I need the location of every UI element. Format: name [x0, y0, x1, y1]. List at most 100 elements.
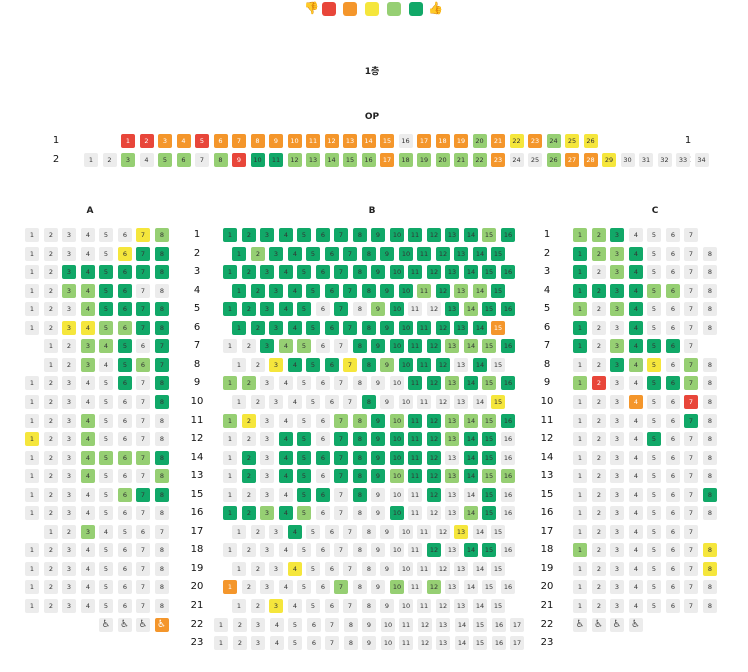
- seat-b[interactable]: 3: [260, 414, 274, 428]
- seat-b[interactable]: 2: [251, 562, 265, 576]
- seat-b[interactable]: 3: [251, 618, 265, 632]
- seat-b[interactable]: 11: [417, 358, 431, 372]
- seat-c[interactable]: 8: [703, 580, 717, 594]
- seat-a[interactable]: 5: [99, 414, 113, 428]
- seat-c[interactable]: 3: [610, 395, 624, 409]
- seat-b[interactable]: 12: [436, 247, 450, 261]
- seat-b[interactable]: 13: [445, 543, 459, 557]
- seat-b[interactable]: 6: [316, 265, 330, 279]
- seat-b[interactable]: 9: [362, 618, 376, 632]
- seat-c[interactable]: 1: [573, 599, 587, 613]
- seat-b[interactable]: 9: [371, 580, 385, 594]
- seat-c[interactable]: 6: [666, 525, 680, 539]
- seat-b[interactable]: 8: [362, 321, 376, 335]
- seat-a[interactable]: 2: [62, 358, 76, 372]
- seat-b[interactable]: 6: [325, 599, 339, 613]
- op-seat[interactable]: 9: [269, 134, 283, 148]
- seat-a[interactable]: 2: [44, 543, 58, 557]
- seat-a[interactable]: 7: [136, 376, 150, 390]
- seat-c[interactable]: 8: [703, 599, 717, 613]
- seat-a[interactable]: 1: [25, 451, 39, 465]
- seat-c[interactable]: 2: [592, 395, 606, 409]
- seat-b[interactable]: 15: [482, 432, 496, 446]
- seat-a[interactable]: 6: [118, 488, 132, 502]
- seat-b[interactable]: 7: [334, 469, 348, 483]
- seat-a[interactable]: 5: [99, 376, 113, 390]
- seat-b[interactable]: 6: [325, 247, 339, 261]
- seat-b[interactable]: 14: [464, 432, 478, 446]
- seat-b[interactable]: 1: [232, 247, 246, 261]
- seat-b[interactable]: 4: [288, 562, 302, 576]
- seat-b[interactable]: 1: [223, 265, 237, 279]
- seat-b[interactable]: 1: [223, 543, 237, 557]
- seat-b[interactable]: 6: [316, 376, 330, 390]
- seat-b[interactable]: 5: [306, 395, 320, 409]
- seat-a[interactable]: 8: [155, 228, 169, 242]
- seat-b[interactable]: 11: [417, 395, 431, 409]
- seat-a[interactable]: 2: [44, 376, 58, 390]
- seat-b[interactable]: 5: [297, 451, 311, 465]
- seat-b[interactable]: 4: [279, 506, 293, 520]
- seat-b[interactable]: 6: [325, 562, 339, 576]
- seat-b[interactable]: 8: [362, 247, 376, 261]
- seat-b[interactable]: 6: [316, 469, 330, 483]
- seat-b[interactable]: 9: [371, 432, 385, 446]
- seat-c[interactable]: 4: [629, 506, 643, 520]
- seat-c[interactable]: 6: [666, 247, 680, 261]
- seat-b[interactable]: 10: [390, 302, 404, 316]
- seat-b[interactable]: 9: [371, 339, 385, 353]
- op-seat[interactable]: 8: [213, 153, 228, 167]
- seat-c[interactable]: 8: [703, 321, 717, 335]
- seat-b[interactable]: 2: [242, 451, 256, 465]
- seat-a[interactable]: 3: [62, 506, 76, 520]
- seat-b[interactable]: 3: [260, 543, 274, 557]
- seat-a[interactable]: 2: [62, 525, 76, 539]
- seat-b[interactable]: 14: [464, 228, 478, 242]
- seat-b[interactable]: 11: [408, 543, 422, 557]
- seat-a[interactable]: 8: [155, 265, 169, 279]
- seat-b[interactable]: 3: [260, 265, 274, 279]
- seat-a[interactable]: 4: [81, 562, 95, 576]
- seat-b[interactable]: 15: [482, 506, 496, 520]
- seat-b[interactable]: 4: [288, 358, 302, 372]
- seat-b[interactable]: 7: [325, 618, 339, 632]
- seat-a[interactable]: 7: [136, 599, 150, 613]
- op-seat[interactable]: 29: [602, 153, 616, 167]
- seat-b[interactable]: 5: [306, 284, 320, 298]
- op-seat[interactable]: 6: [213, 134, 228, 148]
- seat-b[interactable]: 10: [399, 599, 413, 613]
- seat-c[interactable]: 7: [684, 562, 698, 576]
- seat-b[interactable]: 2: [242, 228, 256, 242]
- seat-b[interactable]: 4: [279, 228, 293, 242]
- seat-b[interactable]: 11: [408, 488, 422, 502]
- op-seat[interactable]: 7: [195, 153, 209, 167]
- seat-a[interactable]: 5: [99, 395, 113, 409]
- op-seat[interactable]: 7: [232, 134, 246, 148]
- seat-c[interactable]: 5: [647, 599, 661, 613]
- seat-c[interactable]: 3: [610, 265, 624, 279]
- seat-b[interactable]: 11: [399, 636, 413, 650]
- seat-c[interactable]: 1: [573, 488, 587, 502]
- seat-b[interactable]: 9: [380, 525, 394, 539]
- wheelchair-icon[interactable]: ♿: [591, 618, 606, 632]
- seat-a[interactable]: 6: [118, 562, 132, 576]
- seat-b[interactable]: 6: [316, 506, 330, 520]
- seat-a[interactable]: 1: [25, 562, 39, 576]
- seat-b[interactable]: 1: [223, 488, 237, 502]
- seat-a[interactable]: 7: [155, 339, 169, 353]
- seat-b[interactable]: 14: [473, 525, 487, 539]
- seat-c[interactable]: 8: [703, 562, 717, 576]
- seat-a[interactable]: 1: [25, 432, 39, 446]
- seat-b[interactable]: 16: [501, 506, 515, 520]
- seat-a[interactable]: 7: [136, 284, 150, 298]
- seat-c[interactable]: 8: [703, 395, 717, 409]
- seat-a[interactable]: 2: [44, 321, 58, 335]
- seat-b[interactable]: 14: [464, 339, 478, 353]
- seat-b[interactable]: 16: [501, 543, 515, 557]
- op-seat[interactable]: 4: [176, 134, 191, 148]
- seat-b[interactable]: 12: [436, 358, 450, 372]
- seat-b[interactable]: 4: [279, 339, 293, 353]
- seat-c[interactable]: 3: [610, 506, 624, 520]
- seat-b[interactable]: 2: [242, 339, 256, 353]
- seat-b[interactable]: 7: [334, 228, 348, 242]
